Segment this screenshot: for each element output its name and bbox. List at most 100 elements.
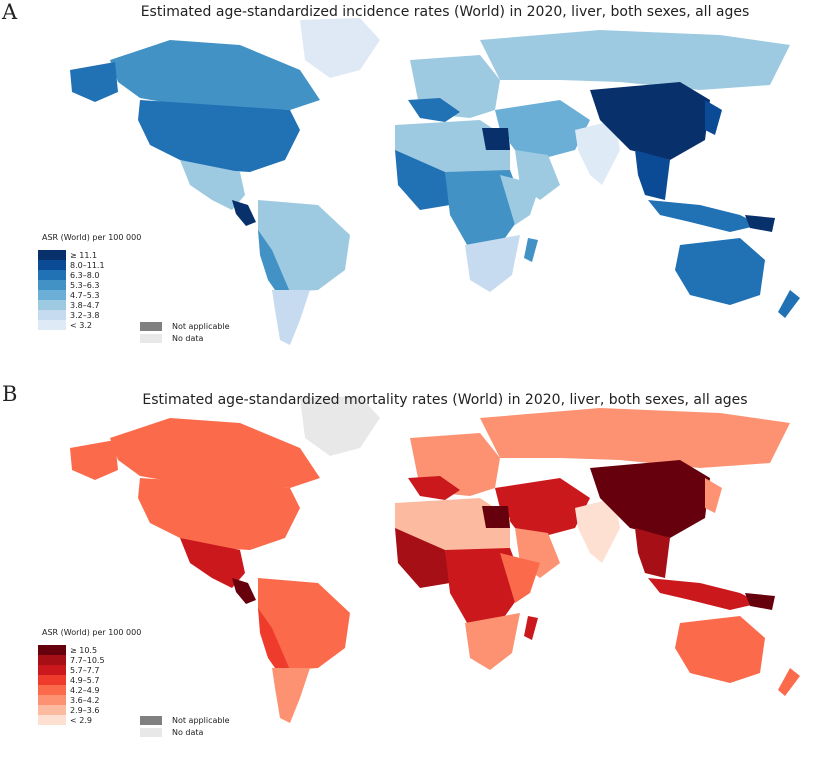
indonesia [648,200,760,232]
legend-title: ASR (World) per 100 000 [42,628,142,637]
panel-letter: B [2,382,18,406]
canada [110,40,320,110]
no-data-swatch [140,333,162,343]
legend-swatch [38,645,66,655]
south-america-south [272,668,310,723]
legend-label: 3.6–4.2 [70,695,100,705]
legend-item: 4.9–5.7 [38,675,141,685]
mexico [180,538,245,588]
legend-item: < 3.2 [38,320,141,330]
south-america-north [258,200,350,292]
panel-letter: A [2,0,18,24]
south-asia [575,120,620,185]
legend-swatch [38,665,66,675]
missing-data-legend: Not applicable No data [140,714,230,738]
legend: ASR (World) per 100 000 ≥ 11.1 8.0–11.1 6.… [38,233,141,330]
legend-swatch [38,715,66,725]
madagascar [524,238,538,262]
china [590,82,710,160]
middle-east [495,478,590,536]
andes [258,230,290,300]
map-title: Estimated age-standardized mortality rat… [142,392,748,408]
legend-swatch [38,270,66,280]
png [745,593,775,610]
new-zealand [778,668,800,696]
madagascar [524,616,538,640]
southern-europe [408,98,460,122]
middle-east [495,100,590,158]
indonesia [648,578,760,610]
legend-item: 2.9–3.6 [38,705,141,715]
legend-label: 6.3–8.0 [70,270,100,280]
legend-label: < 3.2 [70,320,92,330]
australia [675,616,765,683]
incidence-map-panel: A Estimated age-standardized incidence r… [0,0,831,370]
not-applicable-swatch [140,715,162,725]
legend-swatch [38,320,66,330]
greenland [300,18,380,78]
legend: ASR (World) per 100 000 ≥ 10.5 7.7–10.5 5.… [38,628,141,725]
australia [675,238,765,305]
legend-swatch [38,310,66,320]
south-america-south [272,290,310,345]
central-america [232,200,256,226]
egypt [482,128,510,150]
central-america [232,578,256,604]
map-title: Estimated age-standardized incidence rat… [140,4,750,20]
southern-europe [408,476,460,500]
legend-swatch [38,250,66,260]
west-africa [395,528,450,588]
legend-label: 3.2–3.8 [70,310,100,320]
legend-label: 2.9–3.6 [70,705,100,715]
legend-label: 8.0–11.1 [70,260,105,270]
legend-item: 6.3–8.0 [38,270,141,280]
legend-swatch [38,685,66,695]
legend-swatch [38,280,66,290]
legend-label: ≥ 11.1 [70,250,98,260]
not-applicable-label: Not applicable [172,715,230,725]
east-africa [500,175,540,225]
southeast-asia [635,528,670,578]
legend-label: 4.7–5.3 [70,290,100,300]
legend-item: 3.8–4.7 [38,300,141,310]
southern-africa [465,235,520,292]
legend-item: 3.6–4.2 [38,695,141,705]
no-data-label: No data [172,333,204,343]
legend-item: ≥ 10.5 [38,645,141,655]
legend-swatch [38,675,66,685]
egypt [482,506,510,528]
southeast-asia [635,150,670,200]
alaska [70,440,118,480]
legend-item: 5.3–6.3 [38,280,141,290]
russia [480,408,790,468]
legend-label: ≥ 10.5 [70,645,98,655]
russia [480,30,790,90]
usa [138,478,300,550]
japan-korea [705,478,722,513]
west-africa [395,150,450,210]
legend-item: 5.7–7.7 [38,665,141,675]
legend-item: 4.7–5.3 [38,290,141,300]
legend-label: 5.7–7.7 [70,665,100,675]
legend-label: 7.7–10.5 [70,655,105,665]
japan-korea [705,100,722,135]
china [590,460,710,538]
andes [258,608,290,678]
legend-item: 4.2–4.9 [38,685,141,695]
legend-swatch [38,705,66,715]
no-data-swatch [140,727,162,737]
legend-label: < 2.9 [70,715,92,725]
mortality-map-panel: B Estimated age-standardized mortality r… [0,378,831,757]
east-africa [500,553,540,603]
legend-swatch [38,695,66,705]
south-america-north [258,578,350,670]
alaska [70,62,118,102]
new-zealand [778,290,800,318]
legend-swatch [38,260,66,270]
no-data-label: No data [172,727,204,737]
usa [138,100,300,172]
south-asia [575,498,620,563]
legend-label: 5.3–6.3 [70,280,100,290]
greenland [300,396,380,456]
legend-item: 3.2–3.8 [38,310,141,320]
